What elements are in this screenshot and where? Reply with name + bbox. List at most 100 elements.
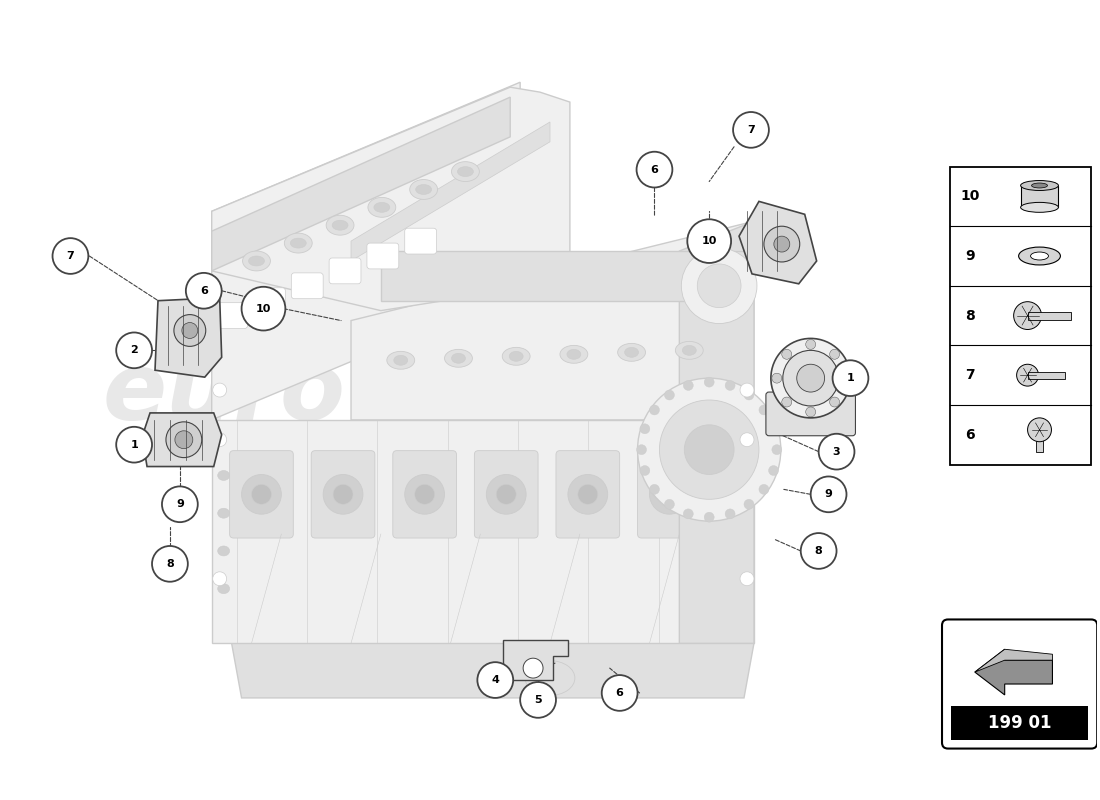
- Circle shape: [688, 219, 732, 263]
- Text: 10: 10: [960, 190, 980, 203]
- Text: since 1985: since 1985: [520, 641, 717, 675]
- Circle shape: [637, 445, 647, 454]
- Circle shape: [477, 662, 514, 698]
- Circle shape: [697, 264, 741, 308]
- Circle shape: [212, 572, 227, 586]
- Circle shape: [772, 373, 782, 383]
- Text: 7: 7: [67, 251, 75, 261]
- Ellipse shape: [243, 251, 271, 271]
- Circle shape: [782, 397, 792, 407]
- Circle shape: [175, 430, 192, 449]
- Circle shape: [117, 333, 152, 368]
- Circle shape: [829, 350, 839, 359]
- Circle shape: [524, 658, 543, 678]
- Ellipse shape: [1021, 202, 1058, 212]
- Circle shape: [659, 485, 680, 504]
- Text: 8: 8: [815, 546, 823, 556]
- Polygon shape: [211, 97, 510, 271]
- Circle shape: [649, 474, 690, 514]
- Circle shape: [683, 381, 693, 390]
- Circle shape: [1013, 302, 1042, 330]
- Polygon shape: [503, 640, 568, 680]
- Ellipse shape: [284, 233, 312, 253]
- Ellipse shape: [249, 256, 264, 266]
- Polygon shape: [211, 420, 754, 643]
- FancyBboxPatch shape: [329, 258, 361, 284]
- FancyBboxPatch shape: [1021, 186, 1058, 207]
- Circle shape: [704, 512, 714, 522]
- Circle shape: [805, 339, 816, 350]
- FancyBboxPatch shape: [1035, 430, 1044, 452]
- Circle shape: [782, 350, 792, 359]
- Text: 2: 2: [130, 346, 138, 355]
- Circle shape: [772, 445, 782, 454]
- FancyBboxPatch shape: [474, 450, 538, 538]
- Circle shape: [796, 364, 825, 392]
- Text: 10: 10: [702, 236, 717, 246]
- Polygon shape: [232, 643, 754, 698]
- FancyBboxPatch shape: [638, 450, 701, 538]
- Ellipse shape: [618, 343, 646, 362]
- Text: 6: 6: [965, 428, 975, 442]
- Ellipse shape: [1031, 252, 1048, 260]
- Polygon shape: [381, 251, 749, 301]
- Ellipse shape: [509, 351, 524, 362]
- FancyBboxPatch shape: [405, 228, 437, 254]
- Ellipse shape: [218, 584, 230, 594]
- Polygon shape: [975, 650, 1053, 695]
- Circle shape: [162, 486, 198, 522]
- Text: 9: 9: [965, 249, 975, 263]
- FancyBboxPatch shape: [230, 450, 294, 538]
- Circle shape: [683, 509, 693, 519]
- Ellipse shape: [218, 470, 230, 481]
- Circle shape: [333, 485, 353, 504]
- Circle shape: [242, 286, 285, 330]
- FancyBboxPatch shape: [556, 450, 619, 538]
- Text: 1: 1: [847, 373, 855, 383]
- FancyBboxPatch shape: [393, 450, 456, 538]
- Ellipse shape: [394, 355, 408, 366]
- Text: 8: 8: [166, 559, 174, 569]
- Circle shape: [1027, 418, 1052, 442]
- Ellipse shape: [451, 162, 480, 182]
- Text: 7: 7: [965, 368, 975, 382]
- FancyBboxPatch shape: [216, 302, 248, 329]
- Circle shape: [242, 474, 282, 514]
- Circle shape: [704, 377, 714, 387]
- Circle shape: [811, 477, 847, 512]
- Circle shape: [733, 112, 769, 148]
- FancyBboxPatch shape: [253, 288, 285, 314]
- Ellipse shape: [387, 351, 415, 370]
- Circle shape: [649, 405, 659, 415]
- Circle shape: [323, 474, 363, 514]
- Text: 9: 9: [176, 499, 184, 510]
- Circle shape: [818, 434, 855, 470]
- Circle shape: [763, 226, 800, 262]
- Circle shape: [415, 485, 434, 504]
- Ellipse shape: [290, 238, 306, 248]
- Circle shape: [649, 484, 659, 494]
- Circle shape: [759, 405, 769, 415]
- Circle shape: [186, 273, 222, 309]
- Circle shape: [496, 485, 516, 504]
- Circle shape: [182, 322, 198, 338]
- Circle shape: [829, 397, 839, 407]
- Circle shape: [640, 424, 650, 434]
- Polygon shape: [739, 202, 816, 284]
- Text: 3: 3: [833, 446, 840, 457]
- Circle shape: [769, 466, 779, 475]
- Circle shape: [725, 509, 735, 519]
- Circle shape: [637, 152, 672, 187]
- Circle shape: [166, 422, 201, 458]
- Polygon shape: [211, 87, 570, 310]
- Ellipse shape: [416, 185, 431, 194]
- Circle shape: [1016, 364, 1038, 386]
- Ellipse shape: [218, 546, 230, 556]
- Ellipse shape: [326, 215, 354, 235]
- Circle shape: [659, 400, 759, 499]
- Polygon shape: [351, 222, 754, 420]
- Ellipse shape: [625, 347, 639, 358]
- Ellipse shape: [218, 508, 230, 518]
- Polygon shape: [351, 122, 550, 261]
- Circle shape: [520, 682, 556, 718]
